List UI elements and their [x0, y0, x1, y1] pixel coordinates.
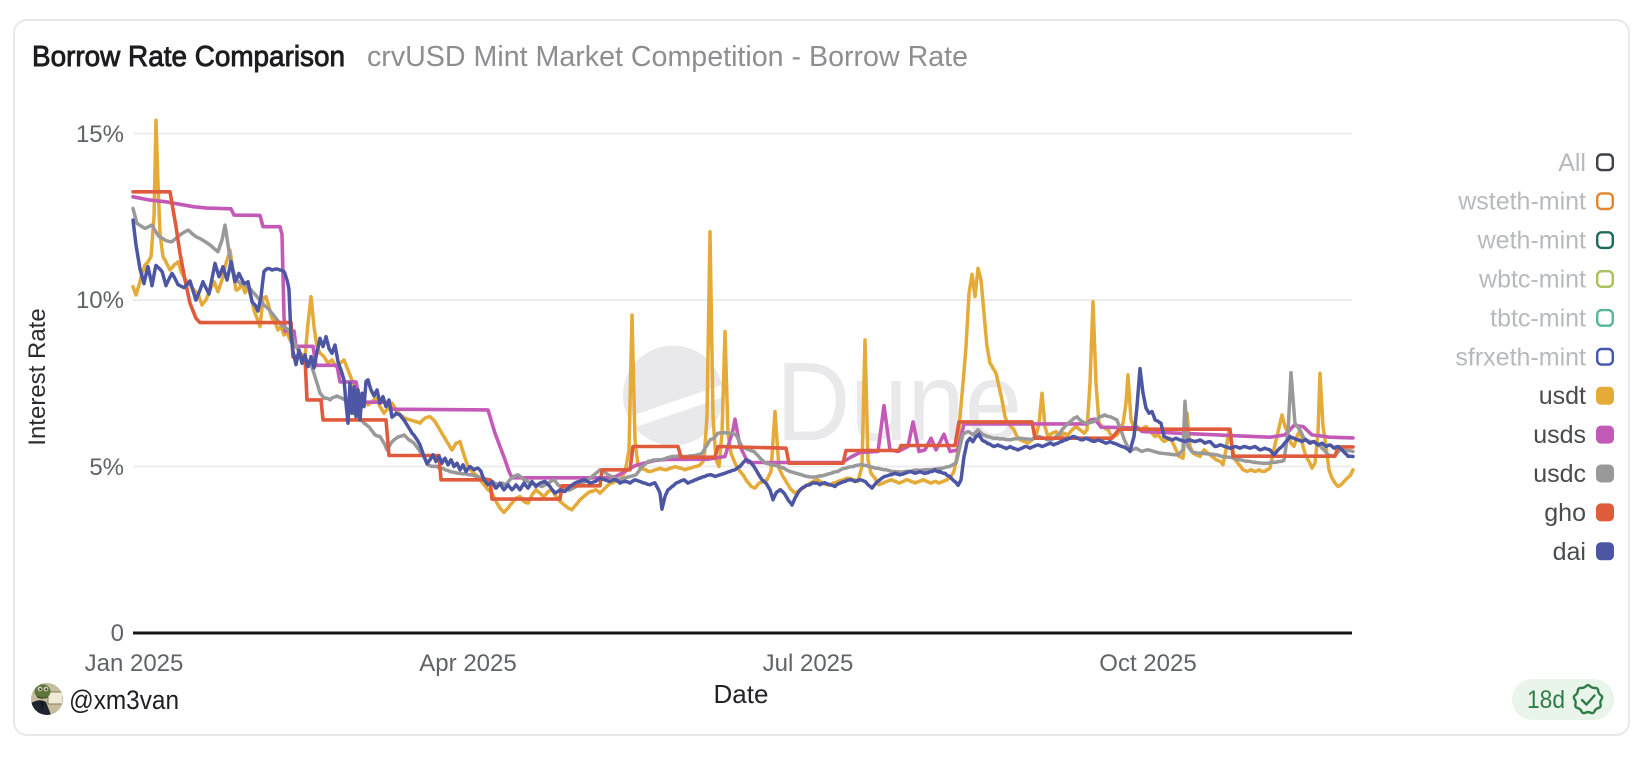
svg-text:All: All: [1558, 149, 1586, 177]
svg-text:dai: dai: [1553, 538, 1586, 566]
svg-text:Oct 2025: Oct 2025: [1099, 650, 1196, 677]
svg-text:wbtc-mint: wbtc-mint: [1478, 266, 1586, 294]
svg-text:Borrow Rate Comparison: Borrow Rate Comparison: [32, 41, 345, 73]
svg-text:Interest Rate: Interest Rate: [24, 308, 51, 445]
svg-text:weth-mint: weth-mint: [1477, 227, 1586, 255]
svg-text:usdt: usdt: [1539, 382, 1586, 410]
svg-text:5%: 5%: [89, 454, 124, 481]
svg-text:@xm3van: @xm3van: [69, 685, 179, 715]
svg-text:wsteth-mint: wsteth-mint: [1457, 188, 1586, 216]
svg-text:usdc: usdc: [1533, 460, 1586, 488]
svg-text:Apr 2025: Apr 2025: [419, 650, 516, 677]
svg-text:gho: gho: [1544, 499, 1586, 527]
svg-text:0: 0: [111, 620, 124, 647]
svg-text:sfrxeth-mint: sfrxeth-mint: [1455, 343, 1586, 371]
svg-text:usds: usds: [1533, 421, 1586, 449]
svg-text:15%: 15%: [76, 121, 124, 148]
svg-text:Jul 2025: Jul 2025: [763, 650, 854, 677]
svg-text:Dune: Dune: [776, 340, 1022, 464]
svg-text:tbtc-mint: tbtc-mint: [1490, 304, 1586, 332]
svg-text:Jan 2025: Jan 2025: [85, 650, 184, 677]
svg-text:crvUSD Mint Market Competition: crvUSD Mint Market Competition - Borrow …: [367, 41, 968, 73]
svg-text:10%: 10%: [76, 287, 124, 314]
svg-text:18d: 18d: [1527, 686, 1565, 714]
svg-text:Date: Date: [714, 679, 769, 709]
